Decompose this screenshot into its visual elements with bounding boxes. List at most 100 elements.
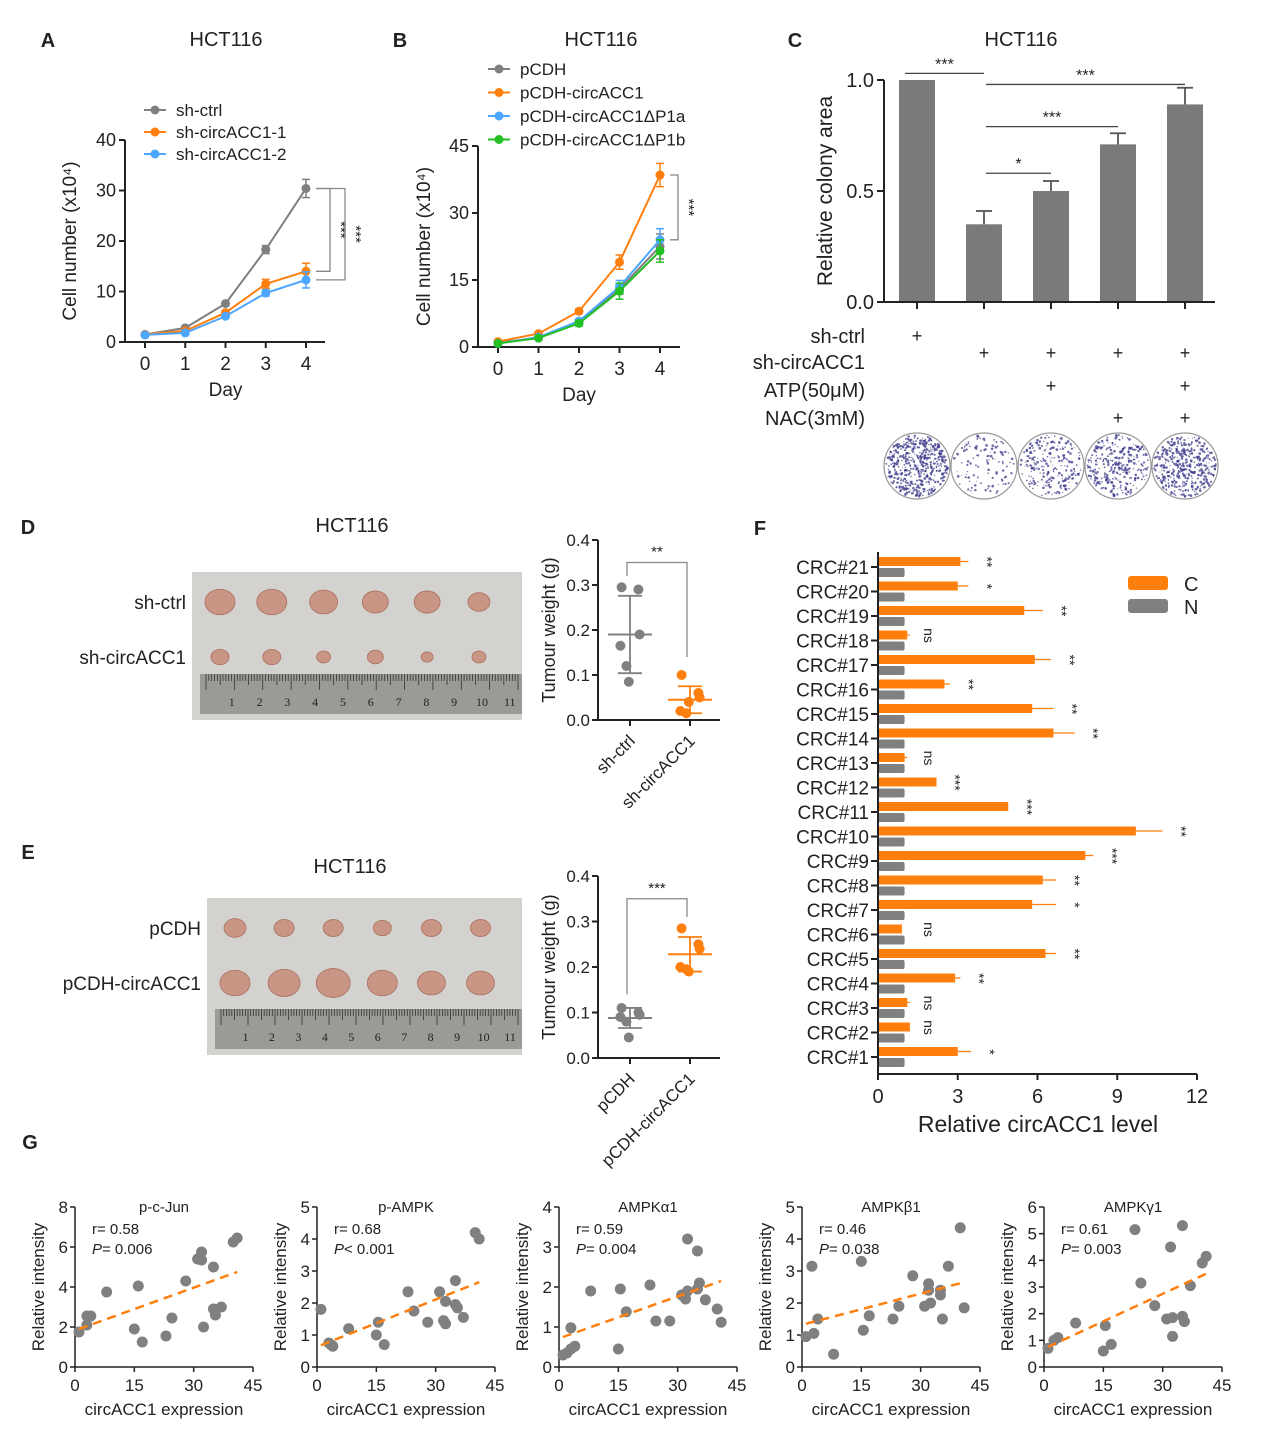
panel-label-B: B bbox=[393, 30, 407, 52]
colony bbox=[1114, 436, 1118, 440]
colony bbox=[1193, 436, 1196, 438]
colony bbox=[1203, 442, 1205, 444]
colony bbox=[925, 481, 928, 483]
colony bbox=[910, 475, 912, 478]
colony bbox=[1012, 462, 1015, 465]
condition-label: NAC(3mM) bbox=[765, 408, 865, 430]
colony bbox=[1165, 489, 1168, 491]
data-point bbox=[676, 670, 687, 680]
colony bbox=[897, 465, 900, 468]
colony bbox=[920, 472, 922, 475]
colony bbox=[961, 475, 963, 477]
colony bbox=[1034, 463, 1037, 466]
y-tick-label: 2 bbox=[543, 1278, 552, 1297]
colony bbox=[908, 459, 910, 461]
tumour bbox=[273, 919, 295, 937]
colony bbox=[928, 483, 930, 485]
colony bbox=[936, 480, 940, 484]
condition-mark: + bbox=[1180, 408, 1191, 428]
colony bbox=[1136, 476, 1140, 480]
y-tick-label: 0.4 bbox=[566, 867, 590, 886]
colony bbox=[1192, 456, 1195, 458]
y-tick-label: 1 bbox=[1028, 1331, 1037, 1350]
colony bbox=[896, 460, 900, 463]
y-tick-label: 4 bbox=[59, 1278, 68, 1297]
legend-marker bbox=[494, 135, 504, 144]
colony bbox=[901, 487, 904, 490]
colony bbox=[895, 461, 897, 464]
colony bbox=[969, 445, 971, 448]
colony bbox=[966, 460, 970, 463]
significance-label: * bbox=[982, 1049, 998, 1055]
colony bbox=[1167, 478, 1170, 481]
colony bbox=[886, 456, 890, 460]
p-symbol: P bbox=[819, 1241, 829, 1258]
colony bbox=[926, 475, 929, 479]
colony bbox=[911, 444, 913, 446]
colony bbox=[1212, 476, 1215, 478]
colony bbox=[1212, 456, 1216, 460]
colony bbox=[1050, 479, 1053, 482]
colony bbox=[1169, 464, 1171, 466]
colony bbox=[1171, 454, 1174, 457]
colony bbox=[1110, 452, 1113, 455]
colony bbox=[912, 443, 915, 446]
x-tick-label: 30 bbox=[1153, 1376, 1172, 1395]
colony bbox=[1035, 442, 1039, 445]
colony bbox=[927, 466, 930, 469]
bar-C bbox=[878, 1022, 910, 1032]
series-pCDH-circACC1ΔP1a bbox=[493, 227, 665, 348]
colony bbox=[1135, 463, 1137, 465]
colony bbox=[1048, 436, 1050, 439]
colony bbox=[1160, 478, 1162, 481]
colony bbox=[1144, 478, 1146, 481]
colony bbox=[944, 461, 946, 463]
colony bbox=[1039, 472, 1041, 474]
colony bbox=[1129, 488, 1133, 492]
colony bbox=[1147, 459, 1149, 461]
colony bbox=[1032, 479, 1035, 483]
data-point bbox=[664, 1315, 676, 1327]
colony bbox=[1108, 470, 1111, 473]
data-point bbox=[676, 923, 687, 934]
colony bbox=[923, 471, 925, 473]
y-axis-label: Cell number (x10⁴) bbox=[60, 161, 81, 320]
colony bbox=[1129, 477, 1131, 479]
data-point bbox=[1167, 1330, 1179, 1342]
bar-C bbox=[878, 753, 905, 762]
colony bbox=[904, 455, 907, 458]
p-value: = 0.038 bbox=[829, 1241, 879, 1258]
ruler-number: 7 bbox=[401, 1030, 407, 1044]
y-tick-label: 0.2 bbox=[566, 621, 590, 640]
colony bbox=[1028, 451, 1032, 454]
colony bbox=[1115, 471, 1119, 474]
data-point bbox=[1129, 1224, 1141, 1236]
colony bbox=[931, 478, 933, 481]
colony bbox=[1103, 457, 1105, 459]
colony bbox=[1106, 481, 1109, 485]
colony bbox=[921, 484, 924, 487]
colony bbox=[1171, 452, 1174, 455]
colony bbox=[1175, 452, 1178, 454]
panel-D-chart: HCT116 1 2 3 4 5 6 7 8 9 10 11 sh-ctrl sh-circACC1 0.0… bbox=[79, 515, 720, 812]
colony bbox=[1178, 474, 1181, 477]
colony bbox=[1162, 450, 1165, 452]
colony bbox=[1209, 451, 1213, 455]
colony bbox=[887, 475, 890, 478]
series-line bbox=[497, 250, 661, 345]
colony bbox=[936, 463, 939, 466]
colony bbox=[1137, 449, 1140, 453]
legend-label: sh-circACC1-1 bbox=[176, 123, 287, 142]
colony bbox=[893, 453, 896, 455]
colony bbox=[932, 467, 935, 470]
colony bbox=[1027, 454, 1030, 458]
colony bbox=[906, 481, 909, 485]
data-point bbox=[942, 1260, 954, 1272]
colony bbox=[1096, 462, 1098, 464]
colony bbox=[930, 448, 932, 450]
data-point bbox=[473, 1233, 485, 1245]
colony bbox=[1171, 491, 1173, 494]
colony bbox=[1046, 464, 1050, 468]
colony bbox=[940, 458, 944, 462]
